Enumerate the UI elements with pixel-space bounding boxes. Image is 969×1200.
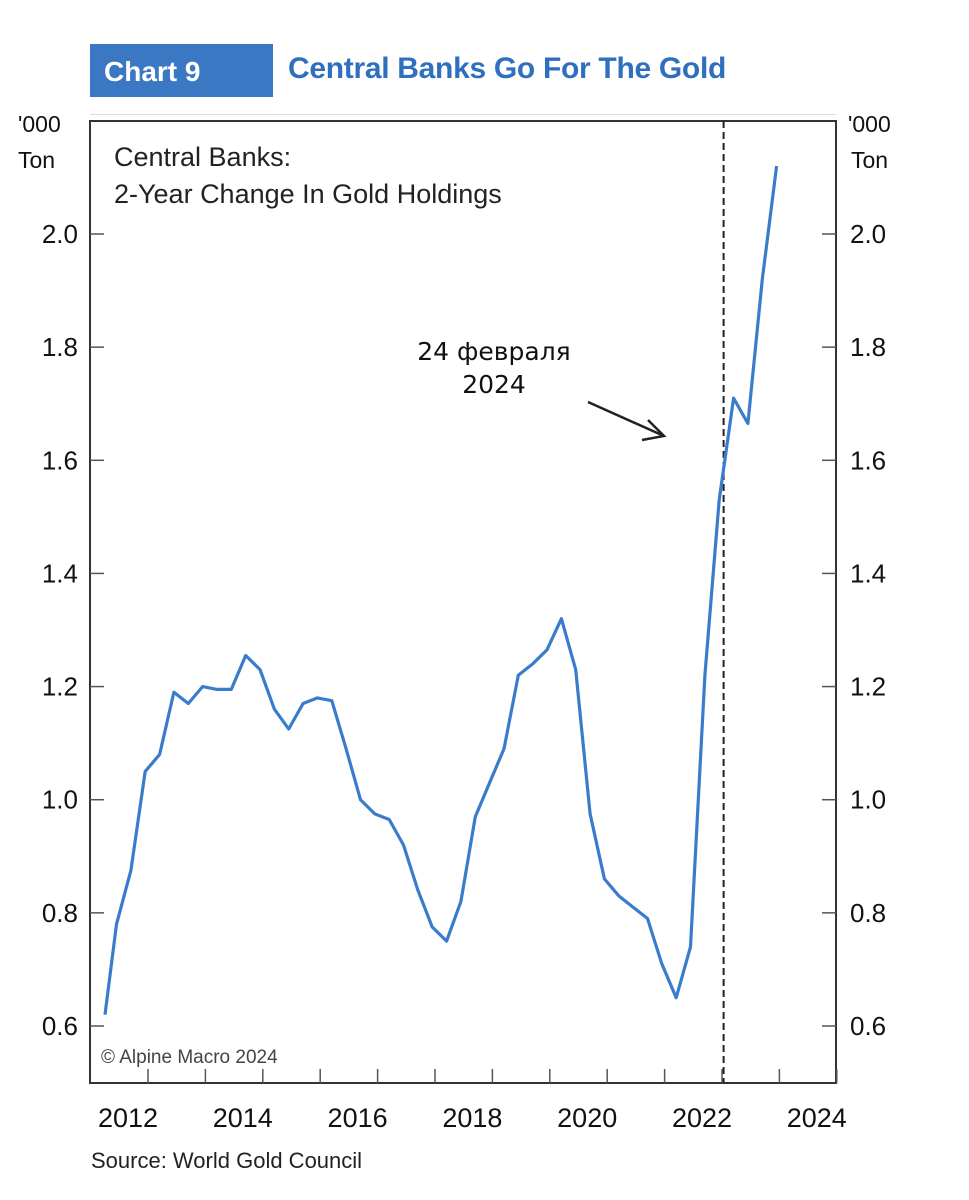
series-title-line1: Central Banks: xyxy=(114,142,291,172)
y-tick-label-right: 1.0 xyxy=(850,785,886,815)
x-tick-label: 2020 xyxy=(557,1103,617,1133)
y-tick-label-left: 1.0 xyxy=(42,785,78,815)
chart-title: Central Banks Go For The Gold xyxy=(288,52,727,85)
plot-frame xyxy=(89,120,837,1084)
y-tick-label-left: 1.6 xyxy=(42,445,78,475)
y-unit-left-line1: '000 xyxy=(18,111,61,137)
y-unit-left-line2: Ton xyxy=(18,147,55,173)
x-axis: 2012 2014 2016 2018 2020 2022 2024 xyxy=(98,1069,847,1133)
x-tick-label: 2024 xyxy=(787,1103,847,1133)
arrow-icon xyxy=(587,400,667,442)
series-line xyxy=(103,165,779,1015)
y-tick-label-left: 0.6 xyxy=(42,1011,78,1041)
y-tick-label-left: 1.4 xyxy=(42,558,78,588)
x-tick-label: 2016 xyxy=(328,1103,388,1133)
y-tick-label-left: 1.2 xyxy=(42,672,78,702)
y-unit-right-line1: '000 xyxy=(848,111,891,137)
y-tick-label-left: 1.8 xyxy=(42,332,78,362)
y-axis-left: 0.6 0.8 1.0 1.2 1.4 1.6 1.8 2.0 xyxy=(42,219,104,1041)
chart-number-badge: Chart 9 xyxy=(90,44,273,97)
header-divider xyxy=(90,114,836,115)
y-unit-right-line2: Ton xyxy=(851,147,888,173)
x-tick-label: 2012 xyxy=(98,1103,158,1133)
event-label-line1: 24 февраля xyxy=(417,337,570,366)
y-tick-label-right: 0.6 xyxy=(850,1011,886,1041)
y-tick-label-right: 1.4 xyxy=(850,558,886,588)
y-axis-right: 0.6 0.8 1.0 1.2 1.4 1.6 1.8 2.0 xyxy=(822,219,886,1041)
y-tick-label-right: 0.8 xyxy=(850,898,886,928)
y-tick-label-left: 2.0 xyxy=(42,219,78,249)
y-tick-label-right: 2.0 xyxy=(850,219,886,249)
series-title-line2: 2-Year Change In Gold Holdings xyxy=(114,179,502,209)
copyright-note: © Alpine Macro 2024 xyxy=(101,1047,278,1068)
x-tick-label: 2022 xyxy=(672,1103,732,1133)
event-label-line2: 2024 xyxy=(462,370,526,399)
y-tick-label-left: 0.8 xyxy=(42,898,78,928)
x-tick-label: 2018 xyxy=(442,1103,502,1133)
y-tick-label-right: 1.6 xyxy=(850,445,886,475)
source-note: Source: World Gold Council xyxy=(91,1148,363,1173)
x-tick-label: 2014 xyxy=(213,1103,273,1133)
y-tick-label-right: 1.2 xyxy=(850,672,886,702)
series-points xyxy=(104,166,777,1015)
y-tick-label-right: 1.8 xyxy=(850,332,886,362)
